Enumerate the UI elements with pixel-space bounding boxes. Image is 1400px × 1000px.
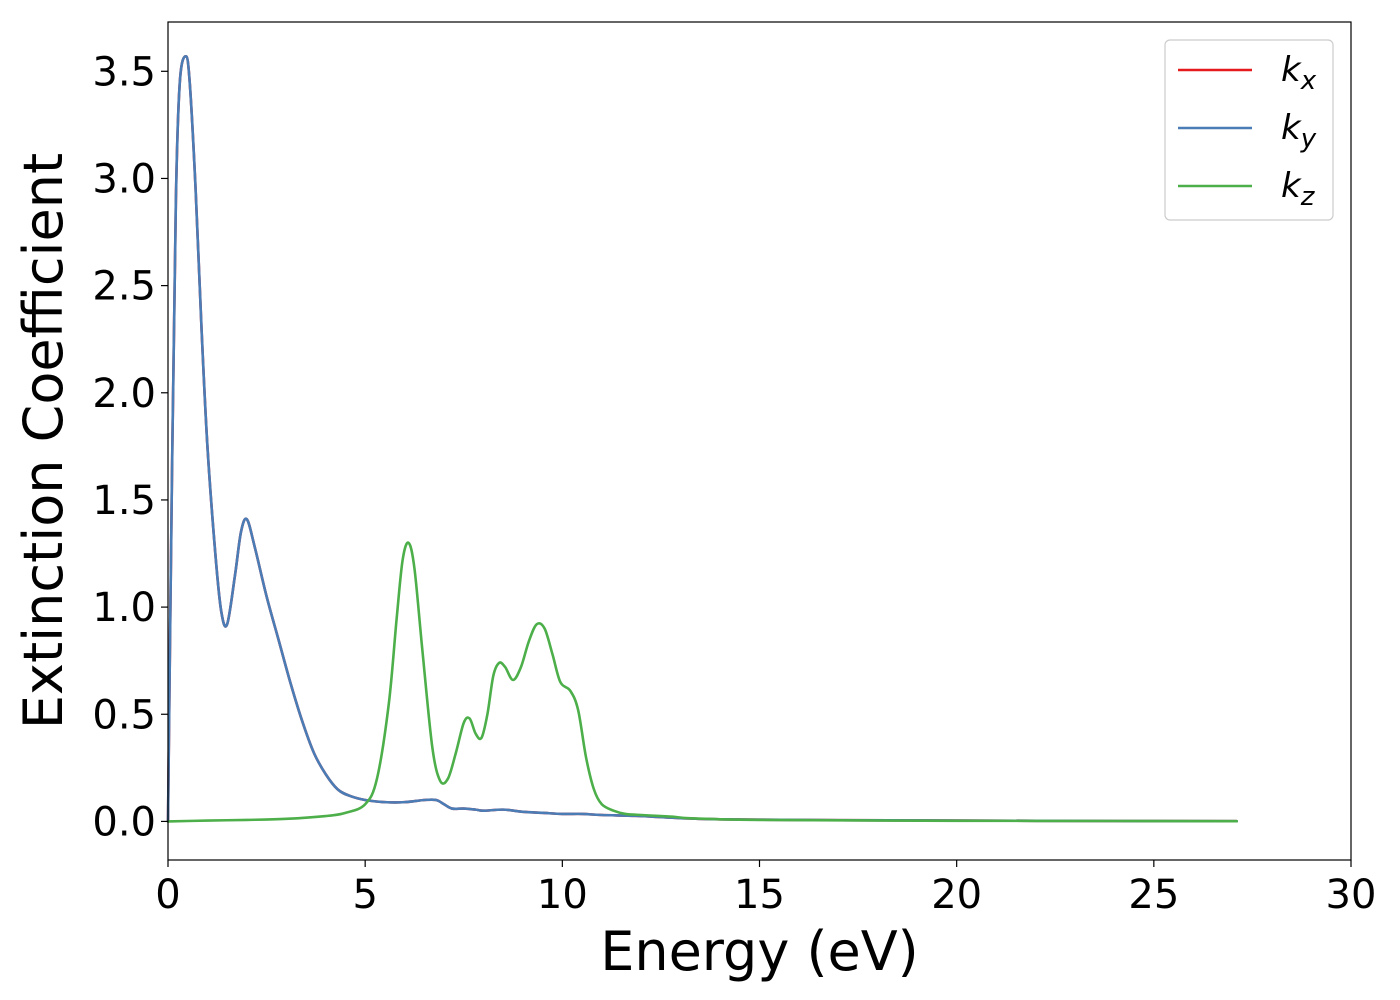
- y-tick-label: 2.0: [92, 371, 156, 417]
- x-tick-label: 10: [537, 872, 588, 918]
- y-tick-label: 3.0: [92, 156, 156, 202]
- plot-background: [168, 22, 1351, 860]
- x-tick-label: 15: [734, 872, 785, 918]
- legend-label-subscript: z: [1300, 182, 1316, 212]
- y-tick-label: 0.0: [92, 799, 156, 845]
- legend-label-main: k: [1281, 166, 1302, 206]
- legend-label-main: k: [1281, 50, 1302, 90]
- legend-label-y: ky: [1281, 108, 1317, 154]
- legend-box: [1164, 39, 1334, 221]
- legend-label-subscript: x: [1300, 66, 1317, 96]
- series-layer: [166, 54, 1238, 823]
- x-tick-label: 30: [1326, 872, 1377, 918]
- legend-label-subscript: y: [1300, 124, 1317, 154]
- y-tick-label: 1.5: [92, 478, 156, 524]
- series-line-z: [166, 541, 1238, 823]
- legend-label-x: kx: [1281, 50, 1317, 96]
- y-tick-label: 1.0: [92, 585, 156, 631]
- y-tick-label: 0.5: [92, 692, 156, 738]
- x-tick-label: 5: [352, 872, 377, 918]
- y-axis: 0.0 0.5 1.0 1.5 2.0 2.5 3.0 3.5: [92, 49, 168, 845]
- x-axis: 0 5 10 15 20 25 30: [155, 860, 1376, 918]
- x-tick-label: 20: [931, 872, 982, 918]
- y-tick-label: 2.5: [92, 264, 156, 310]
- y-tick-label: 3.5: [92, 49, 156, 95]
- legend-label-main: k: [1281, 108, 1302, 148]
- series-line-y: [166, 54, 1238, 823]
- x-tick-label: 25: [1128, 872, 1179, 918]
- x-axis-title: Energy (eV): [600, 920, 919, 983]
- x-tick-label: 0: [155, 872, 180, 918]
- legend-label-z: kz: [1281, 166, 1316, 212]
- y-axis-title: Extinction Coefficient: [12, 153, 75, 729]
